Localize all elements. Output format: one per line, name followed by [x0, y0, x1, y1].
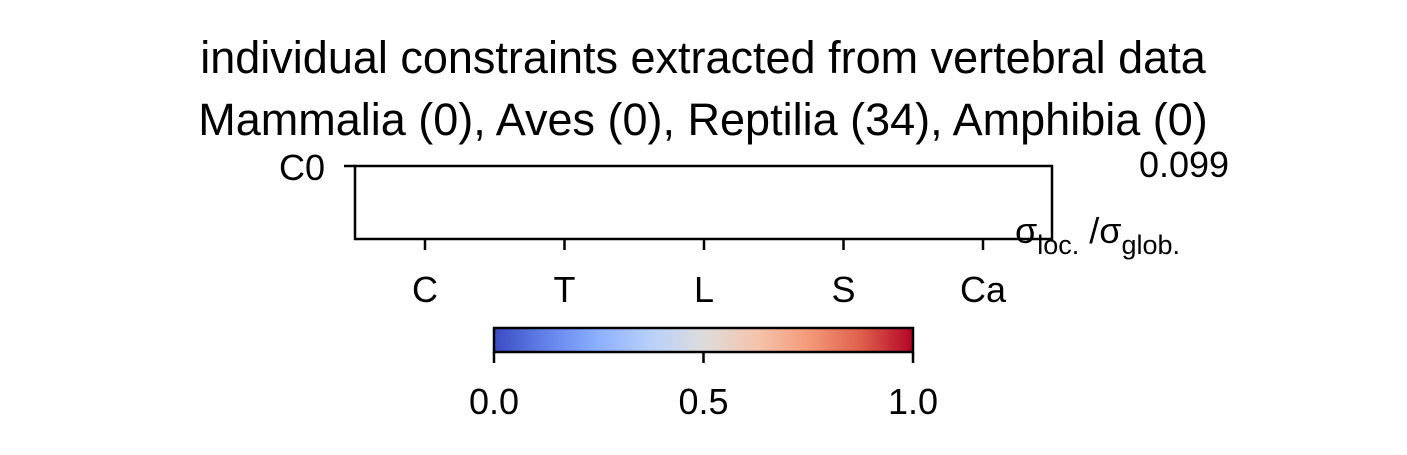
x-tick-label-C: C	[412, 269, 438, 310]
row-value-label-C0: 0.099	[1139, 144, 1229, 185]
sigma-glob-subscript: glob.	[1121, 230, 1180, 260]
colorbar-tick-label: 1.0	[888, 381, 938, 422]
x-tick-label-T: T	[554, 269, 576, 310]
sigma-loc-subscript: loc.	[1037, 230, 1079, 260]
chart-subtitle: Mammalia (0), Aves (0), Reptilia (34), A…	[198, 94, 1208, 145]
row-label-group: C0	[279, 147, 355, 188]
sigma-loc-symbol: σ	[1015, 210, 1037, 251]
x-tick-label-Ca: Ca	[960, 269, 1007, 310]
sigma-separator: /	[1079, 210, 1099, 251]
chart-title: individual constraints extracted from ve…	[200, 32, 1206, 83]
row-label-C0: C0	[279, 147, 325, 188]
colorbar	[492, 326, 915, 354]
x-tick-group: C T L S Ca	[412, 239, 1007, 310]
row-value-label-group: 0.099	[1139, 144, 1229, 185]
sigma-glob-symbol: σ	[1099, 210, 1121, 251]
heatmap-axes-frame	[353, 164, 1054, 241]
colorbar-tick-label: 0.5	[678, 381, 728, 422]
x-tick-label-L: L	[694, 269, 714, 310]
colorbar-tick-group: 0.0 0.5 1.0	[469, 352, 938, 422]
sigma-ratio-label: σloc. /σglob.	[1015, 210, 1180, 260]
x-tick-label-S: S	[831, 269, 855, 310]
colorbar-tick-label: 0.0	[469, 381, 519, 422]
